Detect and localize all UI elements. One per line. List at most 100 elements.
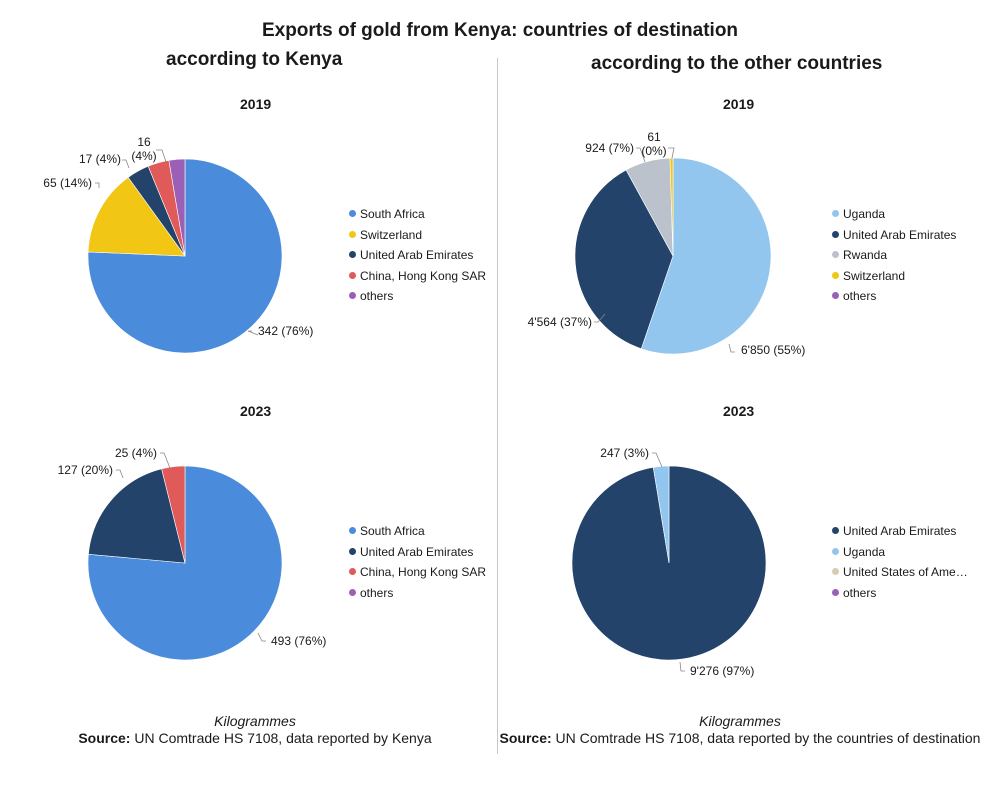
legend-label: South Africa bbox=[360, 207, 425, 221]
pie-slice-others bbox=[168, 158, 186, 257]
pie-slice-united-arab-emirates bbox=[574, 169, 674, 350]
legend-swatch bbox=[832, 271, 839, 279]
legend-label: Uganda bbox=[843, 207, 886, 221]
legend-item: United States of Ame… bbox=[832, 562, 968, 583]
data-label: 127 (20%) bbox=[58, 463, 113, 477]
legend-swatch bbox=[349, 271, 356, 279]
legend-label: others bbox=[360, 585, 394, 600]
source-label: Source: bbox=[78, 730, 131, 746]
legend-item: United Arab Emirates bbox=[349, 245, 486, 266]
leader-line bbox=[728, 343, 735, 353]
pie-title-2019-kenya: 2019 bbox=[240, 96, 272, 112]
leader-line bbox=[116, 469, 124, 479]
legend-swatch bbox=[349, 230, 356, 238]
legend-label: United Arab Emirates bbox=[843, 524, 957, 538]
legend-label: Switzerland bbox=[843, 268, 906, 283]
legend-swatch bbox=[832, 230, 839, 238]
pie-slice-uganda bbox=[640, 157, 772, 355]
legend-swatch bbox=[832, 210, 839, 217]
data-label: 924 (7%) bbox=[585, 141, 634, 155]
legend-2023-kenya: South Africa United Arab Emirates China, H… bbox=[349, 521, 486, 603]
legend-item: United Arab Emirates bbox=[832, 521, 968, 542]
legend-item: Uganda bbox=[832, 542, 968, 563]
legend-label: Uganda bbox=[843, 544, 886, 559]
source-label: Source: bbox=[499, 730, 552, 746]
data-label: 65 (14%) bbox=[43, 176, 92, 190]
pie-title-2019-others: 2019 bbox=[723, 96, 755, 112]
unit-label: Kilogrammes bbox=[699, 713, 781, 729]
data-label: 25 (4%) bbox=[115, 446, 157, 460]
pie-slice-south-africa bbox=[87, 465, 283, 661]
legend-swatch bbox=[349, 568, 356, 575]
legend-label: United Arab Emirates bbox=[360, 248, 474, 262]
data-label: 493 (76%) bbox=[271, 634, 326, 648]
legend-swatch bbox=[349, 588, 356, 596]
legend-item: others bbox=[349, 286, 486, 307]
data-label: 4'564 (37%) bbox=[528, 315, 592, 329]
source-text: UN Comtrade HS 7108, data reported by th… bbox=[555, 730, 981, 746]
legend-item: South Africa bbox=[349, 521, 486, 542]
pie-slice-united-arab-emirates bbox=[88, 468, 186, 564]
legend-label: Switzerland bbox=[360, 227, 423, 242]
legend-2019-kenya: South Africa Switzerland United Arab Emira… bbox=[349, 204, 486, 307]
chart-title: Exports of gold from Kenya: countries of… bbox=[261, 20, 739, 41]
leader-line bbox=[679, 661, 685, 672]
data-label: 9'276 (97%) bbox=[690, 664, 754, 678]
pie-slice-china-hong-kong-sar bbox=[161, 465, 186, 564]
panel-divider bbox=[497, 58, 498, 754]
leader-line bbox=[247, 330, 259, 336]
legend-item: United Arab Emirates bbox=[349, 542, 486, 563]
leader-line bbox=[652, 452, 663, 468]
unit-label: Kilogrammes bbox=[214, 713, 296, 729]
data-label: 6'850 (55%) bbox=[741, 343, 805, 357]
footer-right: Kilogrammes Source: UN Comtrade HS 7108,… bbox=[490, 713, 990, 747]
pie-slice-united-arab-emirates bbox=[571, 465, 767, 661]
legend-item: Switzerland bbox=[832, 266, 956, 287]
legend-item: China, Hong Kong SAR bbox=[349, 266, 486, 287]
legend-swatch bbox=[349, 292, 356, 299]
legend-swatch bbox=[349, 251, 356, 258]
legend-item: others bbox=[832, 286, 956, 307]
leader-line bbox=[95, 182, 100, 188]
pie-slice-switzerland bbox=[87, 176, 186, 257]
legend-2023-other-countries: United Arab Emirates Uganda United States … bbox=[832, 521, 968, 603]
leader-line bbox=[636, 147, 646, 163]
legend-item: China, Hong Kong SAR bbox=[349, 562, 486, 583]
legend-swatch bbox=[349, 547, 356, 555]
leader-line bbox=[668, 147, 675, 159]
legend-swatch bbox=[349, 210, 356, 217]
legend-label: United States of Ame… bbox=[843, 565, 968, 579]
legend-swatch bbox=[832, 251, 839, 258]
pie-title-2023-others: 2023 bbox=[723, 403, 755, 419]
data-label: 247 (3%) bbox=[600, 446, 649, 460]
pie-slice-switzerland bbox=[669, 157, 674, 257]
data-label: 61 (0%) bbox=[641, 130, 666, 158]
legend-label: China, Hong Kong SAR bbox=[360, 268, 487, 283]
data-label: 342 (76%) bbox=[258, 324, 313, 338]
footer-left: Kilogrammes Source: UN Comtrade HS 7108,… bbox=[0, 713, 510, 747]
leader-line bbox=[156, 149, 167, 163]
legend-item: Switzerland bbox=[349, 225, 486, 246]
legend-label: Rwanda bbox=[843, 248, 888, 262]
legend-2019-other-countries: Uganda United Arab Emirates Rwanda Switzerl… bbox=[832, 204, 956, 307]
data-label: 16 (4%) bbox=[131, 135, 156, 163]
legend-swatch bbox=[832, 568, 839, 575]
legend-swatch bbox=[349, 527, 356, 534]
right-panel-subtitle: according to the other countries bbox=[591, 53, 883, 74]
pie-slice-uganda bbox=[652, 465, 670, 564]
legend-label: China, Hong Kong SAR bbox=[360, 565, 487, 579]
legend-swatch bbox=[832, 547, 839, 555]
pie-title-2023-kenya: 2023 bbox=[240, 403, 272, 419]
legend-item: others bbox=[832, 583, 968, 604]
data-label: 17 (4%) bbox=[79, 152, 121, 166]
leader-line bbox=[594, 313, 606, 323]
legend-label: others bbox=[843, 289, 877, 303]
legend-item: Rwanda bbox=[832, 245, 956, 266]
legend-swatch bbox=[832, 588, 839, 596]
legend-item: Uganda bbox=[832, 204, 956, 225]
leader-line bbox=[257, 632, 266, 642]
left-panel-subtitle: according to Kenya bbox=[166, 49, 343, 70]
